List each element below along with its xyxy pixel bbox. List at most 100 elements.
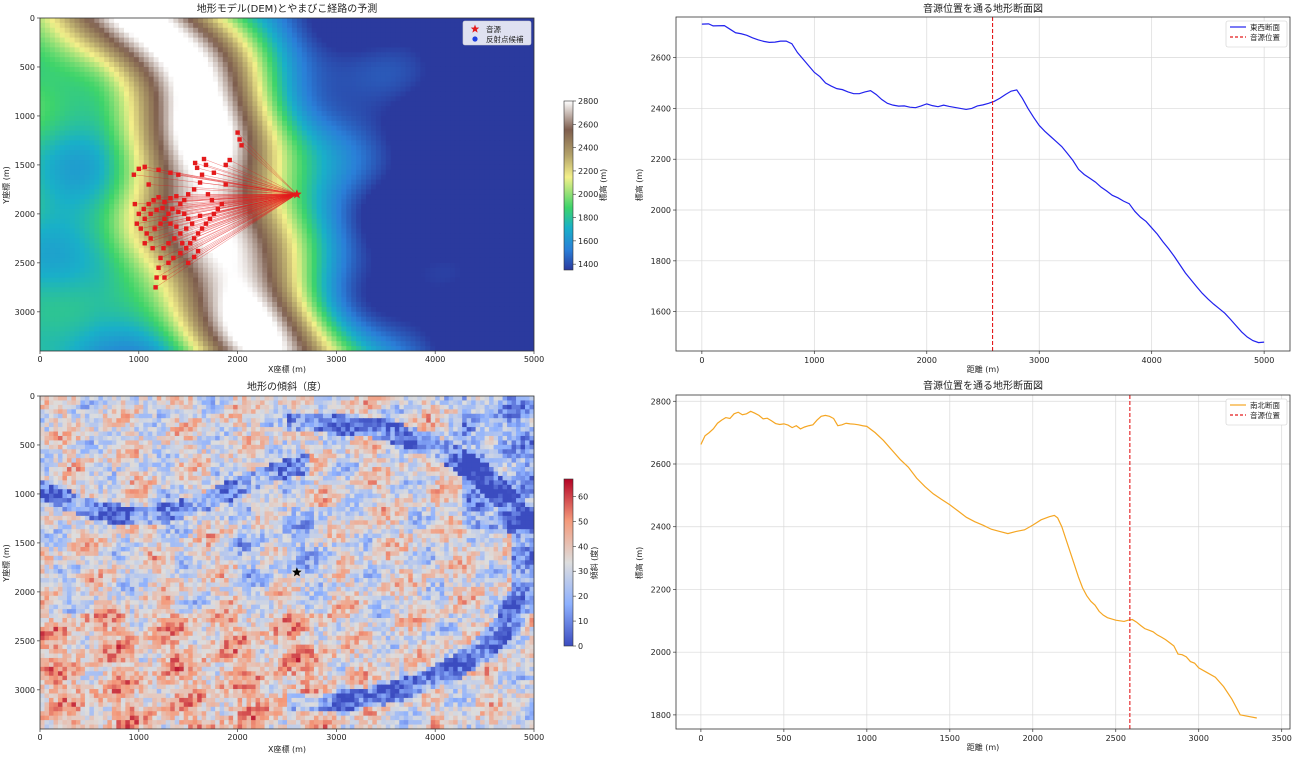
- dem-cell: [351, 218, 357, 225]
- dem-cell: [430, 204, 436, 210]
- dem-cell: [203, 52, 209, 58]
- dem-cell: [89, 140, 95, 146]
- dem-cell: [410, 169, 417, 176]
- dem-cell: [450, 194, 456, 200]
- dem-cell: [183, 32, 189, 39]
- dem-cell: [222, 140, 229, 146]
- dem-cell: [504, 248, 510, 254]
- dem-cell: [306, 86, 313, 93]
- dem-cell: [84, 57, 90, 63]
- dem-cell: [395, 62, 402, 68]
- dem-cell: [99, 37, 105, 44]
- dem-cell: [524, 135, 530, 142]
- dem-cell: [529, 135, 534, 142]
- dem-cell: [119, 27, 125, 34]
- dem-cell: [395, 238, 402, 244]
- dem-cell: [257, 52, 263, 58]
- dem-cell: [143, 27, 150, 34]
- dem-cell: [282, 66, 288, 73]
- dem-cell: [188, 57, 194, 63]
- dem-cell: [336, 199, 342, 205]
- dem-cell: [262, 106, 268, 112]
- dem-cell: [257, 18, 263, 24]
- dem-cell: [163, 47, 170, 53]
- dem-cell: [375, 228, 382, 235]
- dem-cell: [109, 22, 115, 29]
- dem-cell: [168, 184, 174, 190]
- dem-cell: [311, 155, 318, 161]
- dem-cell: [272, 57, 278, 63]
- dem-cell: [435, 223, 441, 230]
- dem-cell: [410, 37, 417, 44]
- dem-cell: [514, 199, 520, 205]
- dem-cell: [509, 233, 515, 239]
- dem-cell: [450, 164, 456, 171]
- dem-cell: [272, 96, 278, 102]
- dem-cell: [361, 189, 367, 195]
- dem-cell: [469, 71, 476, 78]
- dem-cell: [54, 27, 61, 34]
- dem-cell: [153, 32, 160, 39]
- dem-cell: [420, 91, 426, 97]
- dem-cell: [207, 218, 214, 225]
- dem-cell: [410, 160, 417, 166]
- dem-cell: [222, 47, 229, 53]
- dem-cell: [524, 101, 530, 107]
- dem-cell: [44, 169, 51, 176]
- dem-cell: [153, 150, 160, 156]
- dem-cell: [89, 101, 95, 107]
- dem-cell: [331, 145, 337, 151]
- dem-cell: [474, 66, 481, 73]
- dem-cell: [84, 22, 90, 29]
- dem-cell: [484, 135, 491, 142]
- dem-cell: [400, 169, 407, 176]
- dem-cell: [64, 184, 71, 190]
- dem-cell: [163, 140, 170, 146]
- dem-cell: [415, 164, 421, 171]
- dem-cell: [188, 155, 194, 161]
- dem-cell: [459, 91, 466, 97]
- dem-cell: [420, 111, 426, 117]
- dem-cell: [341, 66, 347, 73]
- dem-cell: [148, 164, 155, 171]
- dem-cell: [385, 71, 392, 78]
- dem-cell: [64, 57, 71, 63]
- dem-cell: [207, 106, 214, 112]
- dem-cell: [479, 111, 486, 117]
- dem-cell: [366, 223, 372, 230]
- dem-cell: [291, 223, 298, 230]
- dem-cell: [341, 228, 347, 235]
- dem-cell: [390, 71, 397, 78]
- dem-cell: [168, 174, 174, 181]
- dem-cell: [410, 91, 417, 97]
- dem-cell: [395, 208, 402, 215]
- dem-cell: [94, 96, 100, 102]
- dem-cell: [504, 257, 510, 264]
- dem-cell: [469, 199, 476, 205]
- dem-cell: [232, 218, 239, 225]
- dem-cell: [316, 101, 323, 107]
- dem-cell: [415, 86, 421, 93]
- dem-cell: [69, 101, 76, 107]
- dem-cell: [301, 179, 308, 186]
- dem-cell: [380, 42, 387, 48]
- dem-cell: [173, 140, 179, 146]
- dem-cell: [366, 47, 372, 53]
- dem-cell: [450, 101, 456, 107]
- dem-cell: [425, 62, 431, 68]
- dem-cell: [262, 184, 268, 190]
- dem-cell: [133, 257, 140, 264]
- dem-cell: [321, 106, 328, 112]
- dem-cell: [311, 37, 318, 44]
- dem-cell: [316, 81, 323, 88]
- dem-cell: [445, 91, 451, 97]
- dem-cell: [242, 57, 249, 63]
- dem-cell: [390, 18, 397, 24]
- dem-cell: [494, 62, 501, 68]
- dem-cell: [415, 160, 421, 166]
- dem-cell: [469, 101, 476, 107]
- dem-cell: [316, 169, 323, 176]
- dem-cell: [109, 62, 115, 68]
- dem-cell: [361, 238, 367, 244]
